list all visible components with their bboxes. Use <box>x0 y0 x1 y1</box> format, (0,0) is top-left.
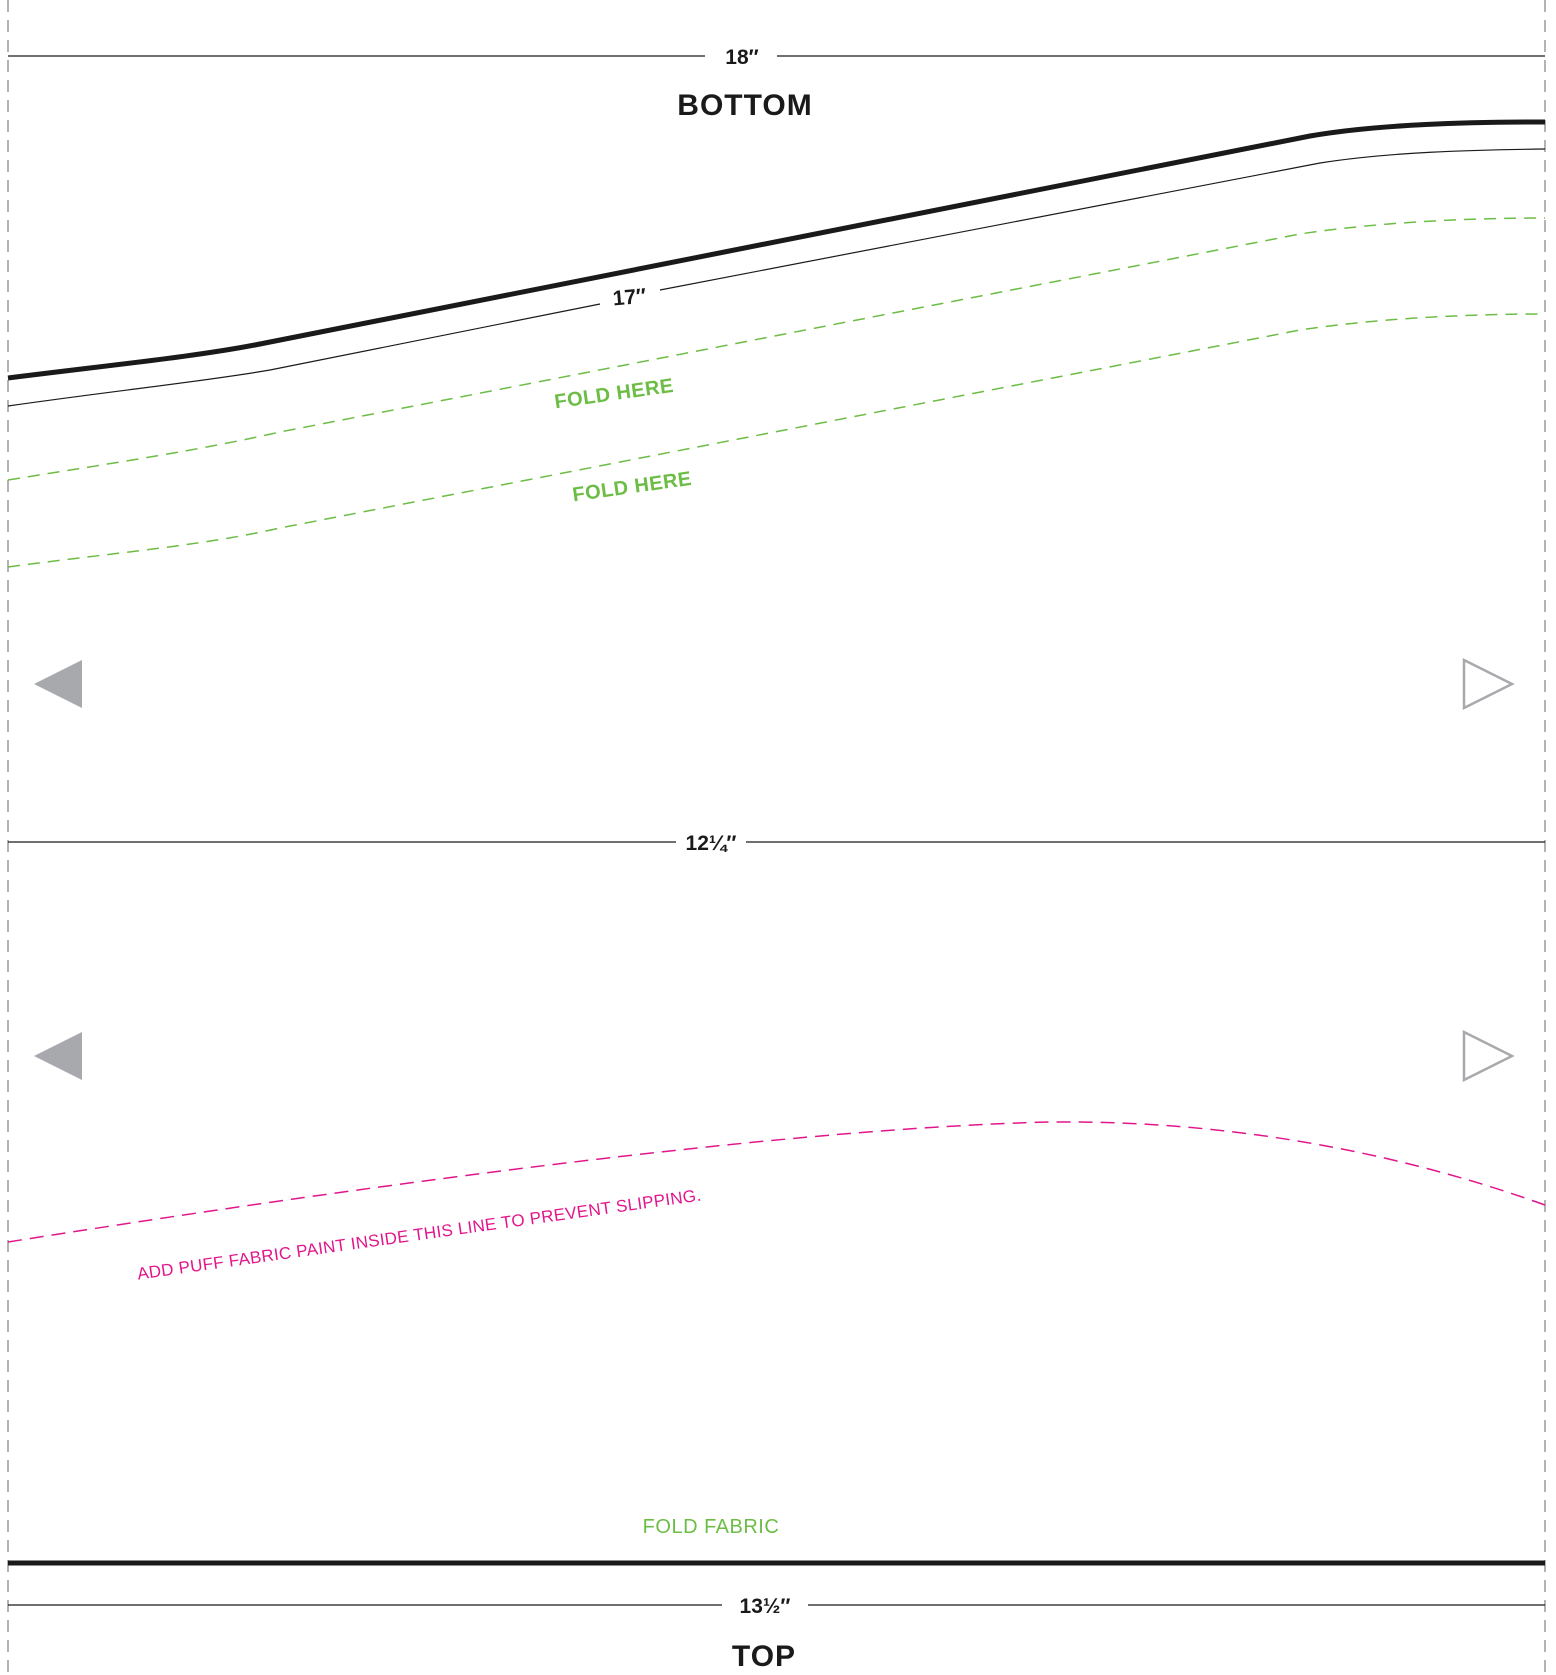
bottom-width-label: 13½″ <box>740 1595 791 1618</box>
arrow-left-filled-icon <box>34 660 82 708</box>
curve-length-label: 17″ <box>612 285 647 311</box>
bottom-heading: BOTTOM <box>677 89 812 122</box>
top-width-label: 18″ <box>725 46 758 69</box>
arrow-right-outline-icon <box>1462 657 1515 711</box>
puff-paint-note: ADD PUFF FABRIC PAINT INSIDE THIS LINE T… <box>136 1186 702 1284</box>
fold-fabric-label: FOLD FABRIC <box>643 1516 780 1538</box>
arrow-right-outline-icon <box>1462 1029 1515 1083</box>
cutting-curve-thick <box>7 119 1546 381</box>
seam-curve-thin-left <box>7 303 601 407</box>
fold-line-2 <box>7 313 1546 568</box>
puff-paint-guide-line <box>7 1121 1546 1243</box>
fold-line-1 <box>7 217 1546 481</box>
middle-width-label: 12¼″ <box>686 832 737 855</box>
top-heading: TOP <box>732 1640 796 1673</box>
fold-here-label-1: FOLD HERE <box>553 375 675 413</box>
fold-here-label-2: FOLD HERE <box>571 468 693 506</box>
seam-curve-thin-right <box>659 148 1546 291</box>
arrow-left-filled-icon <box>34 1032 82 1080</box>
